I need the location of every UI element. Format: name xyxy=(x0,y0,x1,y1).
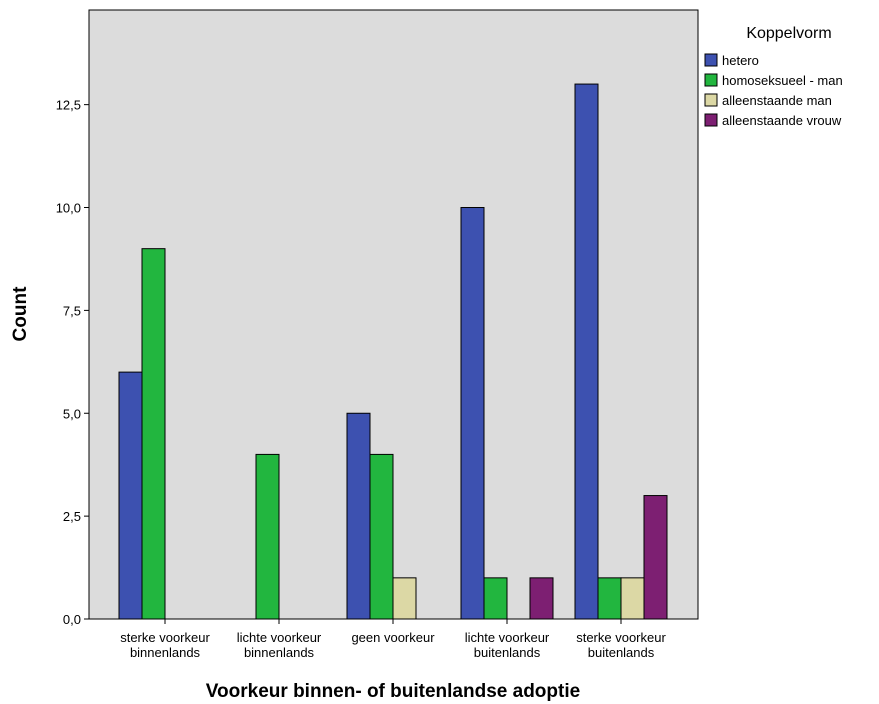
y-tick-label: 5,0 xyxy=(63,406,81,421)
x-category-label: binnenlands xyxy=(244,645,315,660)
bar-hetero xyxy=(346,412,371,620)
legend-swatch xyxy=(704,53,718,67)
legend-swatch xyxy=(704,73,718,87)
legend: Koppelvorm hetero homoseksueel - man allee… xyxy=(704,25,843,128)
legend-label: homoseksueel - man xyxy=(722,73,843,88)
legend-title: Koppelvorm xyxy=(746,25,831,42)
bar-homoseksueel-man xyxy=(141,248,166,620)
x-category-label: lichte voorkeur xyxy=(237,630,322,645)
y-axis-title: Count xyxy=(10,286,31,342)
bar-homoseksueel-man xyxy=(255,453,280,620)
bar-alleenstaande-vrouw xyxy=(643,495,668,620)
bar-homoseksueel-man xyxy=(597,577,622,620)
y-tick-label: 0,0 xyxy=(63,612,81,627)
bar-homoseksueel-man xyxy=(483,577,508,620)
x-category-label: binnenlands xyxy=(130,645,201,660)
legend-label: alleenstaande vrouw xyxy=(722,113,842,128)
x-category-label: geen voorkeur xyxy=(351,630,435,645)
bar-hetero xyxy=(460,207,485,620)
x-category-label: sterke voorkeur xyxy=(120,630,210,645)
legend-label: hetero xyxy=(722,53,759,68)
x-category-label: buitenlands xyxy=(588,645,655,660)
bar-alleenstaande-man xyxy=(620,577,645,620)
x-category-label: lichte voorkeur xyxy=(465,630,550,645)
y-tick-label: 12,5 xyxy=(56,98,81,113)
bar-homoseksueel-man xyxy=(369,453,394,620)
bars xyxy=(118,83,668,620)
y-tick-label: 2,5 xyxy=(63,509,81,524)
bar-alleenstaande-vrouw xyxy=(529,577,554,620)
x-category-label: sterke voorkeur xyxy=(576,630,666,645)
y-tick-label: 10,0 xyxy=(56,201,81,216)
y-axis: 0,0 2,5 5,0 7,5 10,0 12,5 xyxy=(56,98,89,627)
x-category-label: buitenlands xyxy=(474,645,541,660)
x-axis-title: Voorkeur binnen- of buitenlandse adoptie xyxy=(206,681,580,702)
bar-hetero xyxy=(118,371,143,620)
legend-label: alleenstaande man xyxy=(722,93,832,108)
legend-swatch xyxy=(704,113,718,127)
legend-swatch xyxy=(704,93,718,107)
bar-alleenstaande-man xyxy=(392,577,417,620)
y-tick-label: 7,5 xyxy=(63,303,81,318)
bar-hetero xyxy=(574,83,599,620)
